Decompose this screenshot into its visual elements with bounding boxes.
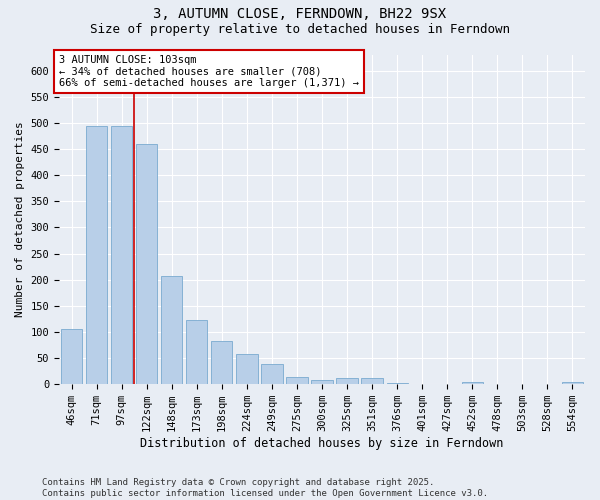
Bar (261, 364, 283, 384)
Text: 3, AUTUMN CLOSE, FERNDOWN, BH22 9SX: 3, AUTUMN CLOSE, FERNDOWN, BH22 9SX (154, 8, 446, 22)
Bar (61, 330, 82, 384)
Text: 3 AUTUMN CLOSE: 103sqm
← 34% of detached houses are smaller (708)
66% of semi-de: 3 AUTUMN CLOSE: 103sqm ← 34% of detached… (59, 55, 359, 88)
Bar (136, 144, 157, 384)
Bar (386, 383, 408, 384)
Bar (186, 320, 208, 384)
Y-axis label: Number of detached properties: Number of detached properties (15, 122, 25, 318)
Bar (111, 126, 132, 384)
Bar (311, 380, 332, 384)
Bar (286, 378, 308, 384)
Bar (86, 126, 107, 384)
Bar (562, 382, 583, 384)
Bar (236, 354, 257, 384)
Bar (461, 382, 483, 384)
Text: Contains HM Land Registry data © Crown copyright and database right 2025.
Contai: Contains HM Land Registry data © Crown c… (42, 478, 488, 498)
X-axis label: Distribution of detached houses by size in Ferndown: Distribution of detached houses by size … (140, 437, 504, 450)
Bar (337, 378, 358, 384)
Bar (361, 378, 383, 384)
Text: Size of property relative to detached houses in Ferndown: Size of property relative to detached ho… (90, 22, 510, 36)
Bar (211, 342, 232, 384)
Bar (161, 276, 182, 384)
